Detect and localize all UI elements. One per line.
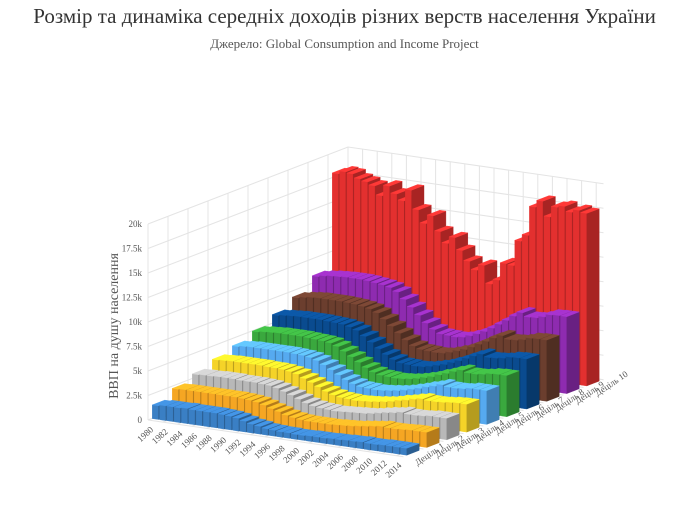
bar <box>559 310 580 394</box>
bar <box>479 384 500 425</box>
y-axis-label: ВВП на душу населення <box>107 253 122 399</box>
y-tick-label: 12.5k <box>122 293 143 303</box>
y-tick-label: 17.5k <box>122 244 143 254</box>
y-tick-label: 10k <box>129 317 143 327</box>
chart-title: Розмір та динаміка середніх доходів різн… <box>33 4 656 28</box>
bar <box>400 442 420 456</box>
y-tick-label: 5k <box>133 366 143 376</box>
y-tick-label: 15k <box>129 268 143 278</box>
bar <box>539 334 560 402</box>
bar <box>440 412 460 441</box>
bar <box>459 398 480 433</box>
y-tick-label: 2.5k <box>126 391 142 401</box>
chart-subtitle: Джерело: Global Consumption and Income P… <box>210 36 479 51</box>
series-1 <box>151 399 420 456</box>
y-tick-label: 7.5k <box>126 342 142 352</box>
y-tick-label: 20k <box>129 219 143 229</box>
grid-line-z-floor <box>147 419 404 458</box>
bar <box>500 369 520 417</box>
x-tick-label: 2014 <box>383 460 403 480</box>
bar <box>420 426 440 448</box>
bar <box>580 207 600 387</box>
bar <box>520 353 540 410</box>
y-tick-label: 0 <box>138 415 143 425</box>
bars-layer <box>151 166 600 456</box>
